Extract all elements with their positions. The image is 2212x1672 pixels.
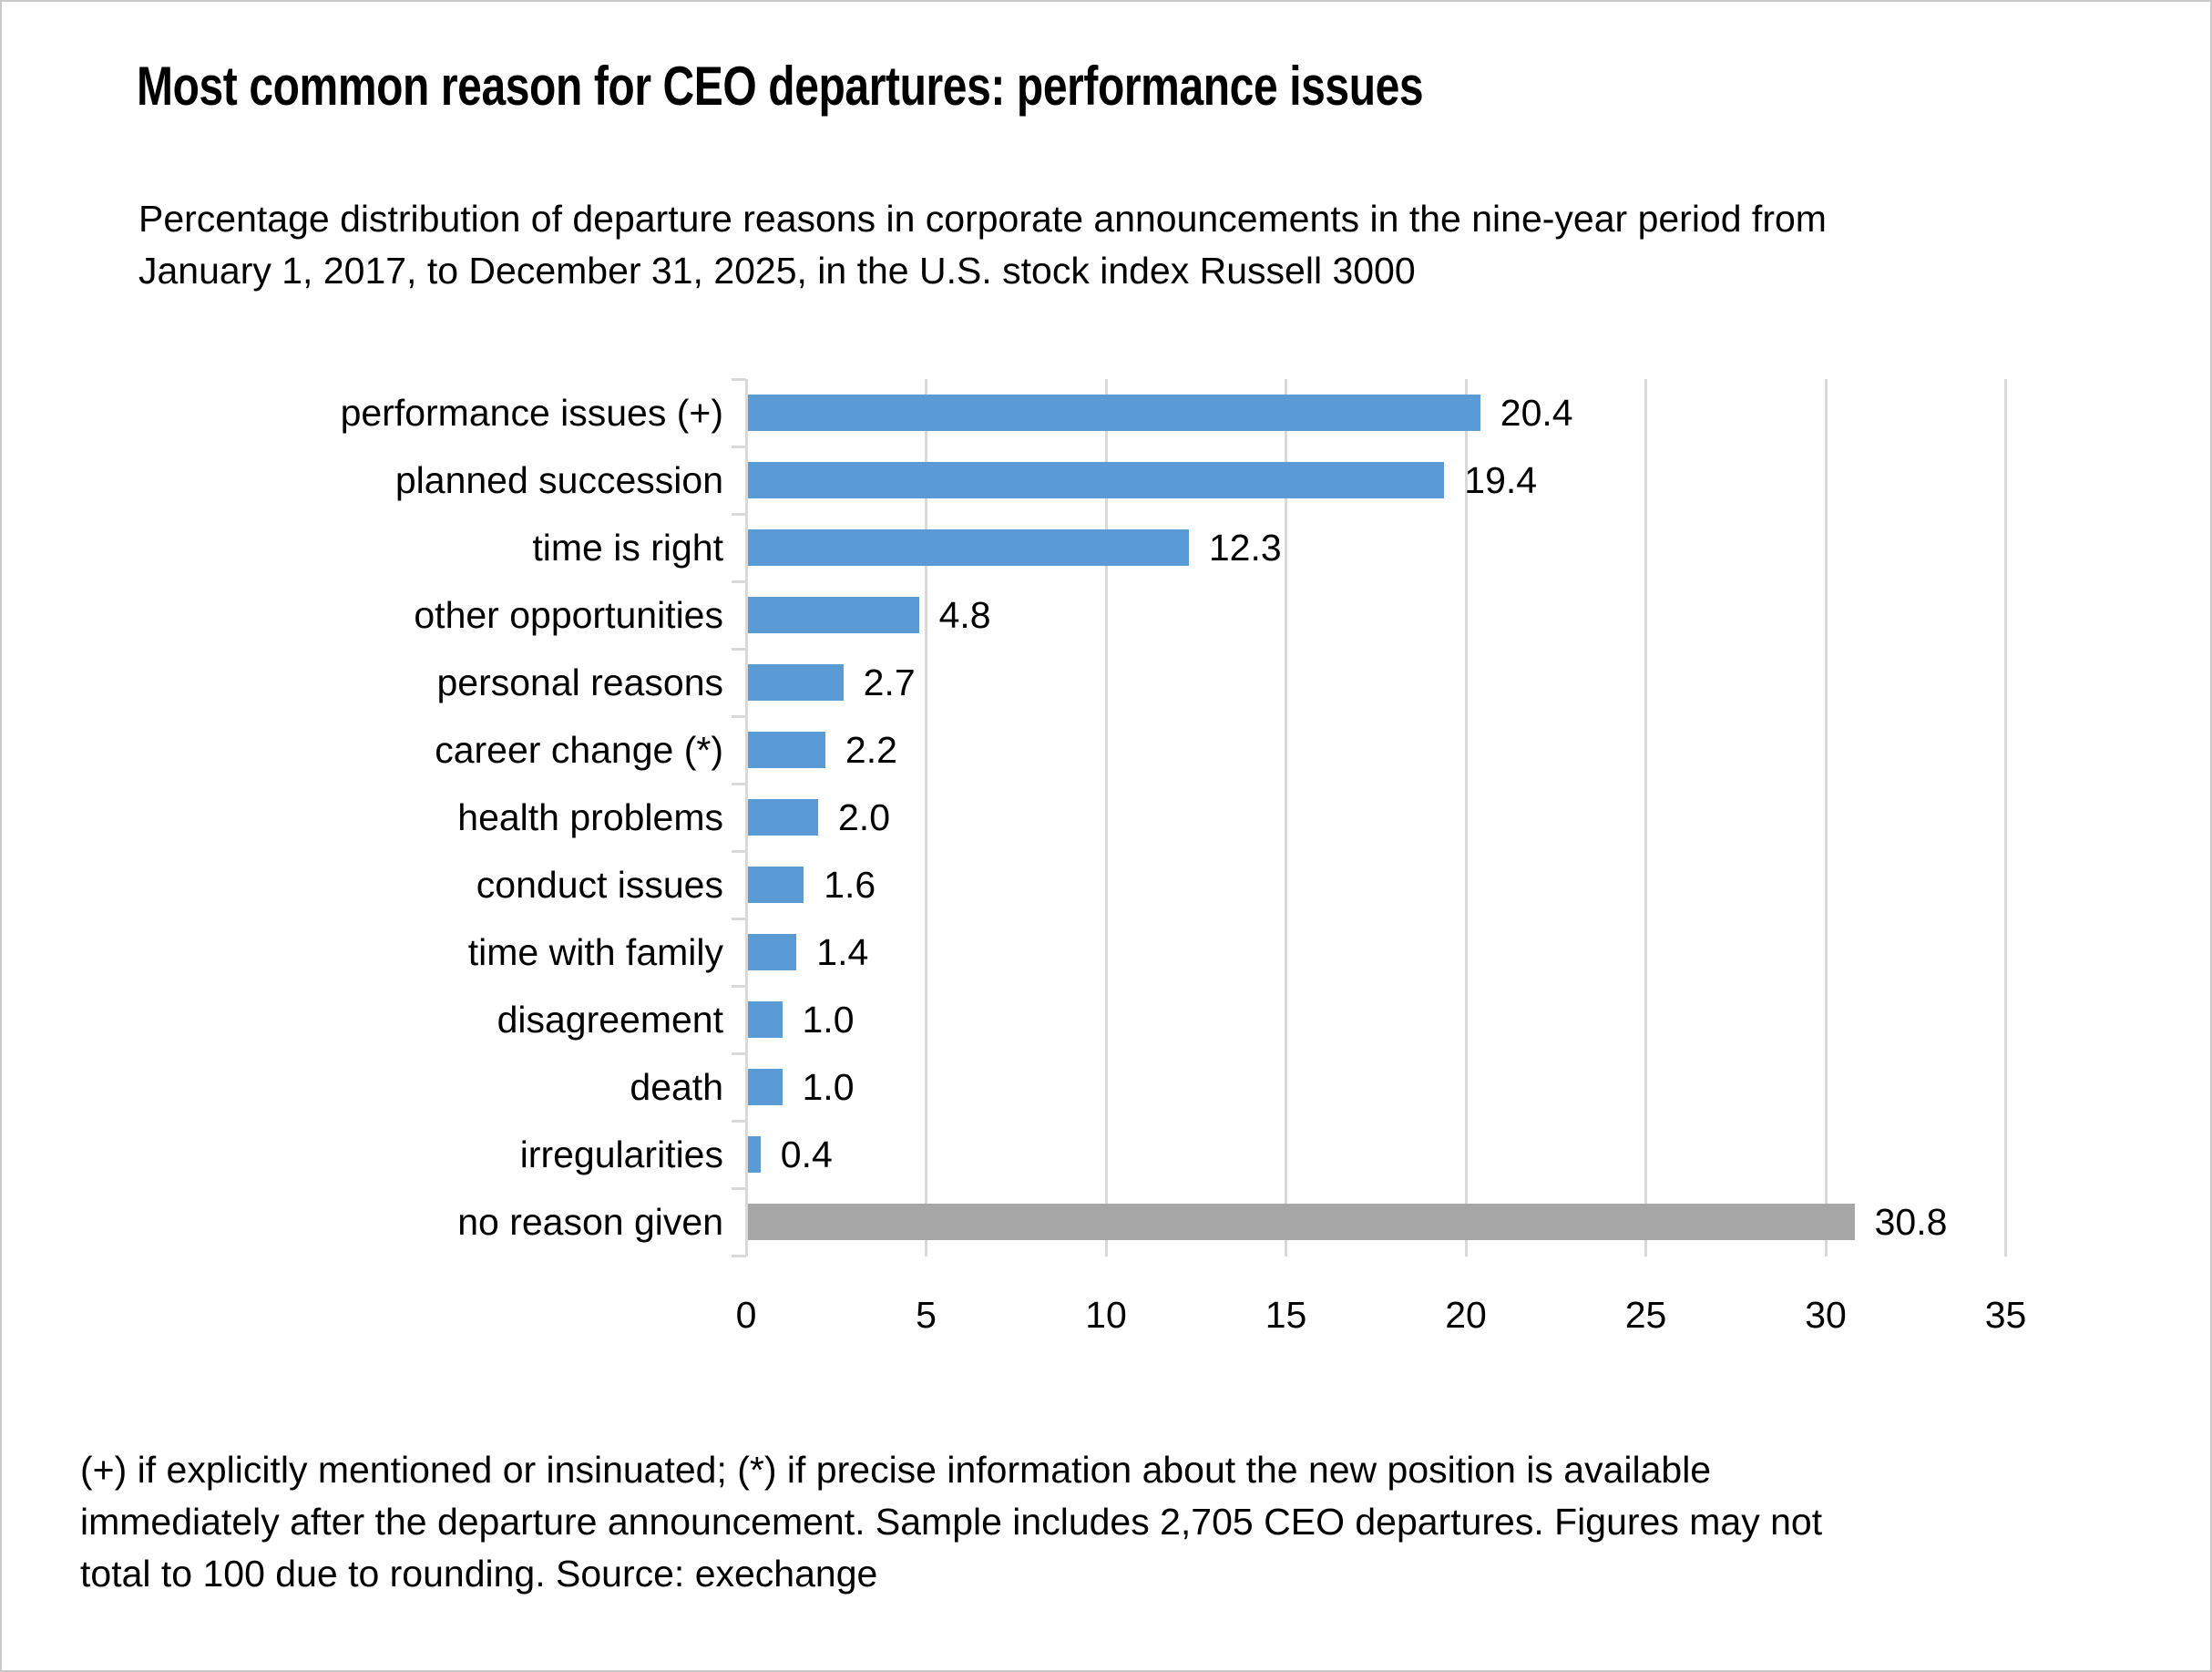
category-label: time is right (532, 527, 723, 569)
category-axis-tick (732, 445, 746, 448)
bar-value-label: 20.4 (1500, 392, 1573, 434)
gridline-x-20 (1464, 379, 1468, 1257)
bar-career-change (747, 732, 825, 768)
category-axis-tick (732, 580, 746, 583)
category-axis-tick (732, 782, 746, 785)
bar-value-label: 1.6 (824, 864, 876, 906)
bar-value-label: 2.0 (838, 796, 890, 838)
chart-subtitle-line-1: Percentage distribution of departure rea… (138, 198, 1827, 240)
bar-no-reason-given (747, 1204, 1855, 1240)
category-label: performance issues (+) (340, 392, 723, 434)
bar-time-with-family (747, 934, 797, 970)
category-label: disagreement (497, 999, 723, 1041)
x-tick-label-10: 10 (1085, 1294, 1127, 1336)
bar-death (747, 1069, 783, 1105)
gridline-x-30 (1824, 379, 1828, 1257)
chart-footnote-line-3: total to 100 due to rounding. Source: ex… (80, 1553, 878, 1595)
bar-value-label: 2.7 (863, 662, 916, 703)
bar-time-is-right (747, 529, 1189, 566)
category-axis-tick (732, 1051, 746, 1055)
bar-value-label: 0.4 (780, 1133, 833, 1175)
chart-footnote-line-2: immediately after the departure announce… (80, 1501, 1823, 1543)
category-axis-tick (732, 984, 746, 988)
category-axis-tick (732, 714, 746, 718)
gridline-x-25 (1644, 379, 1647, 1257)
bar-value-label: 2.2 (845, 729, 897, 771)
bar-planned-succession (747, 462, 1445, 498)
category-label: career change (*) (435, 729, 723, 771)
category-label: irregularities (519, 1133, 723, 1175)
bar-personal-reasons (747, 664, 844, 701)
category-label: no reason given (457, 1201, 723, 1243)
bar-value-label: 1.4 (816, 931, 869, 973)
bar-value-label: 12.3 (1208, 527, 1282, 569)
bar-disagreement (747, 1001, 783, 1038)
gridline-x-10 (1104, 379, 1108, 1257)
gridline-x-15 (1285, 379, 1287, 1257)
bar-value-label: 1.0 (802, 999, 855, 1041)
x-tick-label-0: 0 (735, 1294, 757, 1336)
category-axis-tick (732, 377, 746, 381)
chart-title: Most common reason for CEO departures: p… (137, 56, 1424, 117)
bar-conduct-issues (747, 867, 804, 903)
x-tick-label-15: 15 (1265, 1294, 1307, 1336)
gridline-x-35 (2004, 379, 2007, 1257)
category-axis-tick (732, 1119, 746, 1123)
bar-performance-issues (747, 395, 1480, 431)
chart-footnote-line-1: (+) if explicitly mentioned or insinuate… (80, 1449, 1712, 1491)
category-axis-tick (732, 849, 746, 853)
category-label: health problems (457, 796, 723, 838)
x-tick-label-35: 35 (1984, 1294, 2027, 1336)
gridline-x-5 (925, 379, 927, 1257)
category-label: planned succession (394, 459, 723, 501)
chart-subtitle-line-2: January 1, 2017, to December 31, 2025, i… (138, 250, 1416, 292)
category-axis-tick (732, 1186, 746, 1190)
x-tick-label-30: 30 (1805, 1294, 1847, 1336)
bar-irregularities (747, 1136, 761, 1173)
category-axis-tick (732, 512, 746, 516)
x-tick-label-20: 20 (1445, 1294, 1487, 1336)
category-label: death (630, 1066, 723, 1108)
chart-footnote: (+) if explicitly mentioned or insinuate… (80, 1444, 1822, 1600)
category-label: time with family (467, 931, 723, 973)
bar-health-problems (747, 799, 818, 836)
category-axis-tick (732, 917, 746, 920)
bar-value-label: 1.0 (802, 1066, 855, 1108)
bar-value-label: 30.8 (1874, 1201, 1948, 1243)
bar-value-label: 4.8 (938, 594, 991, 636)
bar-value-label: 19.4 (1464, 459, 1538, 501)
chart-subtitle: Percentage distribution of departure rea… (138, 193, 1827, 297)
category-axis-tick (732, 647, 746, 651)
category-axis-tick (732, 1254, 746, 1257)
category-label: personal reasons (436, 662, 723, 703)
bar-other-opportunities (747, 597, 919, 633)
category-label: other opportunities (414, 594, 723, 636)
category-label: conduct issues (476, 864, 723, 906)
x-tick-label-5: 5 (916, 1294, 937, 1336)
x-tick-label-25: 25 (1624, 1294, 1667, 1336)
category-axis-line (744, 379, 748, 1257)
